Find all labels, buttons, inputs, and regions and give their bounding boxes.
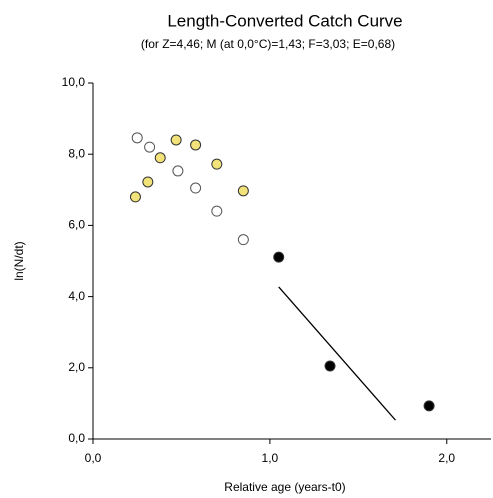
point bbox=[190, 139, 202, 151]
point bbox=[154, 152, 166, 164]
y-tick-label: 4,0 bbox=[68, 289, 85, 303]
point bbox=[144, 141, 156, 153]
x-tick-label: 0,0 bbox=[85, 451, 102, 465]
y-tick-label: 8,0 bbox=[68, 146, 85, 160]
x-axis-label: Relative age (years-t0) bbox=[224, 480, 345, 494]
point bbox=[172, 165, 184, 177]
point bbox=[211, 158, 223, 170]
y-tick-label: 0,0 bbox=[68, 431, 85, 445]
point bbox=[273, 251, 285, 263]
point bbox=[324, 360, 336, 372]
point bbox=[237, 234, 249, 246]
point bbox=[190, 182, 202, 194]
point bbox=[237, 185, 249, 197]
y-tick-label: 2,0 bbox=[68, 360, 85, 374]
y-axis-label: ln(N/dt) bbox=[12, 241, 26, 280]
y-tick-label: 10,0 bbox=[62, 75, 86, 89]
y-tick-label: 6,0 bbox=[68, 218, 85, 232]
chart-title: Length-Converted Catch Curve bbox=[167, 11, 402, 30]
x-tick-label: 1,0 bbox=[262, 451, 279, 465]
point bbox=[211, 205, 223, 217]
point bbox=[131, 132, 143, 144]
point bbox=[129, 191, 141, 203]
point bbox=[170, 134, 182, 146]
fit-line bbox=[278, 286, 396, 421]
chart-subtitle: (for Z=4,46; M (at 0,0°C)=1,43; F=3,03; … bbox=[141, 37, 395, 51]
point bbox=[142, 176, 154, 188]
point bbox=[423, 400, 435, 412]
x-tick-label: 2,0 bbox=[438, 451, 455, 465]
